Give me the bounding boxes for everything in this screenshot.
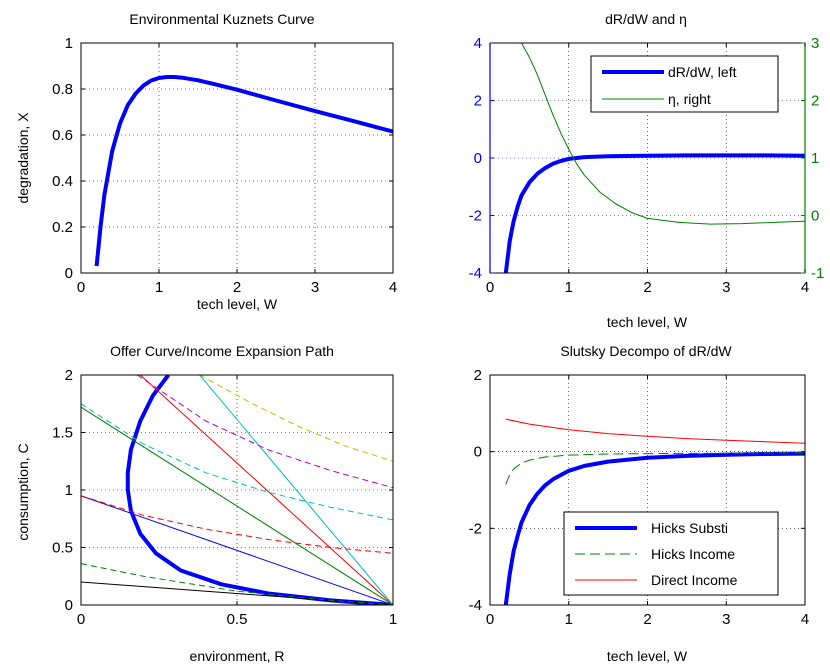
drdw-y2tick-label: 3 [811, 35, 819, 52]
drdw-xtick-label: 0 [486, 279, 494, 296]
kuznets-xtick-label: 3 [311, 279, 319, 296]
offer-ylabel: consumption, C [15, 443, 31, 540]
kuznets-xtick-label: 4 [389, 279, 397, 296]
kuznets-ylabel: degradation, X [15, 112, 31, 204]
slutsky-ytick-label: -4 [469, 597, 482, 614]
slutsky-title: Slutsky Decompo of dR/dW [560, 343, 732, 359]
drdw-ytick-label: 4 [474, 35, 482, 52]
offer-plot: 0 0.5 1 0 0.5 1 1.5 2 [52, 367, 397, 628]
drdw-xtick-label: 2 [643, 279, 651, 296]
drdw-ytick-label: 0 [474, 150, 482, 167]
kuznets-ytick-label: 1 [65, 35, 73, 52]
slutsky-legend-label-3: Direct Income [651, 572, 738, 588]
drdw-xtick-label: 3 [722, 279, 730, 296]
drdw-y2tick-label: 2 [811, 93, 819, 110]
drdw-series-1 [503, 153, 805, 273]
slutsky-legend-label-2: Hicks Income [651, 546, 735, 562]
offer-series-6 [199, 375, 393, 605]
panel-slutsky: Slutsky Decompo of dR/dW tech level, W 0… [469, 343, 810, 664]
offer-series-10 [136, 375, 393, 489]
offer-title: Offer Curve/Income Expansion Path [110, 343, 334, 359]
offer-ytick-label: 1 [65, 482, 73, 499]
offer-series-11 [199, 375, 393, 462]
slutsky-xlabel: tech level, W [607, 648, 688, 664]
kuznets-plot: 0 1 2 3 4 0 0.2 0.4 0.6 0.8 1 [52, 35, 397, 296]
drdw-xtick-label: 1 [565, 279, 573, 296]
slutsky-series-1 [503, 451, 805, 605]
slutsky-plot: 0 1 2 3 4 -4 -2 0 2 [469, 367, 810, 628]
panel-kuznets: Environmental Kuznets Curve tech level, … [15, 11, 397, 312]
offer-xtick-label: 0 [77, 611, 85, 628]
kuznets-ytick-label: 0.6 [52, 127, 73, 144]
slutsky-legend: Hicks Substi Hicks Income Direct Income [563, 511, 779, 596]
drdw-xtick-label: 4 [801, 279, 809, 296]
slutsky-xtick-label: 1 [565, 611, 573, 628]
drdw-y2tick-label: 1 [811, 150, 819, 167]
kuznets-ytick-label: 0.2 [52, 219, 73, 236]
slutsky-ytick-label: 0 [474, 444, 482, 461]
drdw-ytick-label: -4 [469, 265, 482, 282]
kuznets-ytick-label: 0 [65, 265, 73, 282]
offer-series-7 [81, 563, 393, 605]
panel-drdw-eta: dR/dW and η tech level, W 0 1 2 3 4-4-2024-1… [469, 11, 825, 330]
slutsky-legend-label-1: Hicks Substi [651, 520, 728, 536]
slutsky-xtick-label: 2 [643, 611, 651, 628]
panel-offer-curve: Offer Curve/Income Expansion Path enviro… [15, 343, 397, 664]
offer-xtick-label: 0.5 [227, 611, 248, 628]
offer-series-5 [139, 375, 393, 605]
drdw-legend-label-2: η, right [668, 91, 711, 107]
offer-ytick-label: 0.5 [52, 540, 73, 557]
drdw-title: dR/dW and η [605, 11, 687, 27]
kuznets-xtick-label: 0 [77, 279, 85, 296]
slutsky-xtick-label: 0 [486, 611, 494, 628]
slutsky-ytick-label: -2 [469, 520, 482, 537]
kuznets-title: Environmental Kuznets Curve [129, 11, 314, 27]
drdw-y2tick-label: 0 [811, 208, 819, 225]
kuznets-ytick-label: 0.8 [52, 81, 73, 98]
drdw-legend-label-1: dR/dW, left [668, 64, 737, 80]
slutsky-ytick-label: 2 [474, 367, 482, 384]
drdw-legend-box [590, 55, 779, 113]
kuznets-xtick-label: 2 [233, 279, 241, 296]
drdw-ytick-label: -2 [469, 208, 482, 225]
slutsky-xtick-label: 3 [722, 611, 730, 628]
slutsky-series-2 [505, 452, 805, 485]
offer-xlabel: environment, R [190, 648, 285, 664]
kuznets-xtick-label: 1 [155, 279, 163, 296]
offer-ytick-label: 0 [65, 597, 73, 614]
offer-ytick-label: 2 [65, 367, 73, 384]
kuznets-xlabel: tech level, W [197, 296, 278, 312]
offer-series-8 [81, 495, 393, 554]
drdw-legend: dR/dW, left η, right [590, 55, 779, 113]
offer-series-9 [81, 403, 393, 521]
offer-ytick-label: 1.5 [52, 425, 73, 442]
slutsky-xtick-label: 4 [801, 611, 809, 628]
kuznets-ytick-label: 0.4 [52, 173, 73, 190]
drdw-y2tick-label: -1 [811, 265, 824, 282]
offer-series-1 [125, 375, 393, 605]
kuznets-series-1 [94, 75, 393, 267]
slutsky-series-3 [505, 418, 805, 444]
offer-xtick-label: 1 [389, 611, 397, 628]
offer-series-4 [81, 406, 393, 605]
drdw-xlabel: tech level, W [607, 314, 688, 330]
drdw-series-2 [521, 43, 805, 225]
offer-series-3 [81, 495, 393, 605]
drdw-ytick-label: 2 [474, 93, 482, 110]
